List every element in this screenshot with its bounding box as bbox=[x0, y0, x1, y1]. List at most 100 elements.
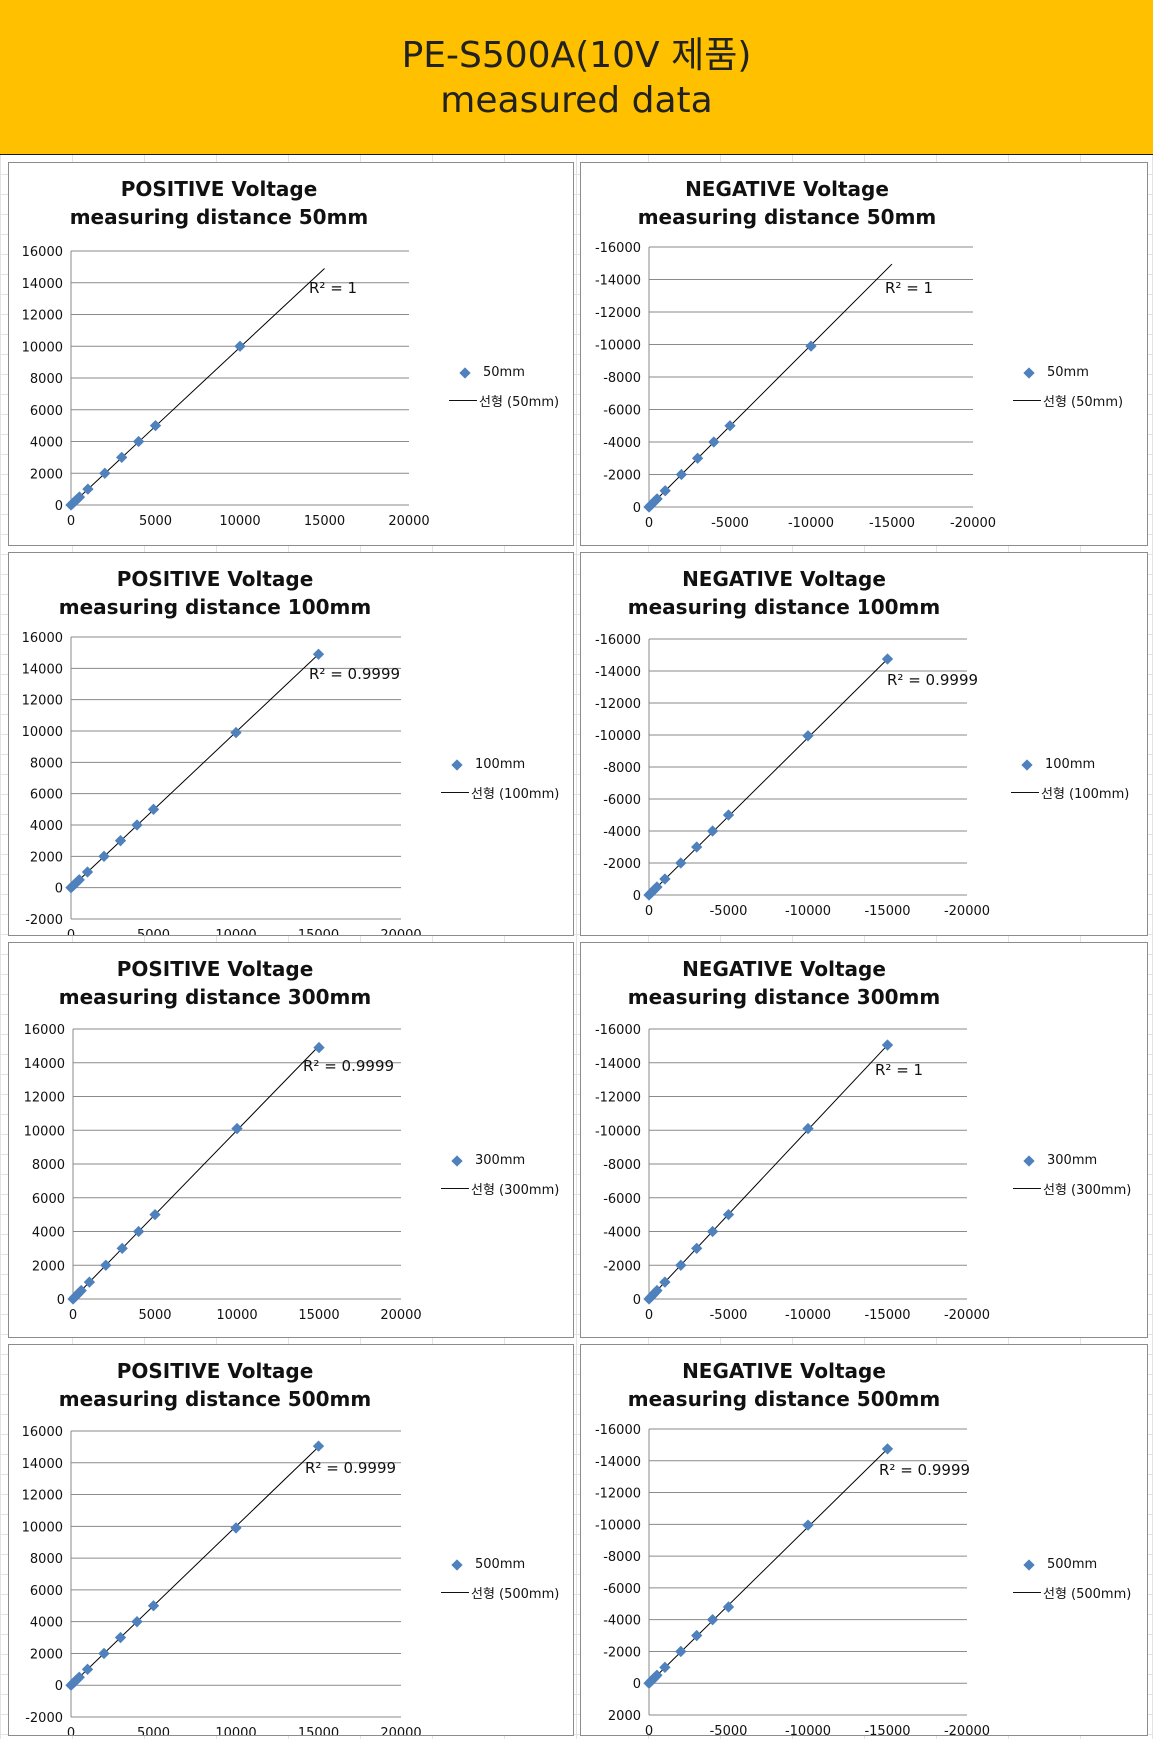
trendline bbox=[70, 653, 319, 889]
legend-trend: 선형 (300mm) bbox=[441, 1179, 565, 1198]
diamond-marker-icon bbox=[451, 1559, 463, 1571]
data-point bbox=[722, 809, 735, 821]
x-tick-label: 0 bbox=[645, 904, 653, 919]
chart-title-line2: measuring distance 50mm bbox=[69, 205, 369, 229]
chart-panel-6[interactable]: NEGATIVE Voltage measuring distance 300mm… bbox=[580, 942, 1148, 1338]
data-point bbox=[230, 1522, 242, 1534]
x-tick-label: -20000 bbox=[944, 1724, 990, 1735]
y-tick-label: 8000 bbox=[32, 1158, 65, 1173]
chart-title: NEGATIVE Voltage measuring distance 500mm bbox=[581, 1357, 987, 1413]
r-squared-label: R² = 0.9999 bbox=[879, 1461, 970, 1479]
y-tick-label: -10000 bbox=[595, 1518, 641, 1533]
y-tick-label: -4000 bbox=[603, 1614, 641, 1629]
chart-legend: 50mm 선형 (50mm) bbox=[449, 365, 573, 410]
chart-title-line2: measuring distance 300mm bbox=[627, 985, 941, 1009]
y-tick-label: -12000 bbox=[595, 1091, 641, 1106]
x-tick-label: 0 bbox=[67, 514, 75, 529]
line-swatch-icon bbox=[1013, 1592, 1041, 1593]
chart-panel-4[interactable]: NEGATIVE Voltage measuring distance 100mm… bbox=[580, 552, 1148, 936]
y-tick-label: 16000 bbox=[22, 1425, 63, 1440]
y-tick-label: -6000 bbox=[603, 1192, 641, 1207]
legend-series-label: 300mm bbox=[475, 1153, 526, 1168]
y-tick-label: -14000 bbox=[595, 665, 641, 680]
legend-series: 300mm bbox=[441, 1153, 561, 1171]
scatter-plot: 0 2000 4000 6000 8000 10000 12000 14000 16000 0 50… bbox=[22, 245, 430, 529]
y-tick-label: 10000 bbox=[22, 340, 63, 355]
data-point bbox=[651, 1284, 663, 1297]
y-tick-label: -14000 bbox=[595, 1057, 641, 1072]
x-tick-label: -10000 bbox=[785, 1308, 831, 1323]
y-tick-label: 12000 bbox=[24, 1091, 65, 1106]
data-point bbox=[132, 435, 145, 448]
header-subtitle: measured data bbox=[440, 80, 713, 121]
data-point bbox=[706, 825, 719, 837]
x-tick-label: 20000 bbox=[380, 1308, 421, 1323]
y-tick-label: 14000 bbox=[22, 662, 63, 677]
x-tick-label: 15000 bbox=[298, 928, 339, 935]
y-tick-label: -8000 bbox=[603, 761, 641, 776]
scatter-plot: -2000 0 2000 4000 6000 8000 10000 12000 14000 160… bbox=[22, 1425, 422, 1735]
legend-trend-label: 선형 (50mm) bbox=[1043, 395, 1124, 410]
chart-panel-7[interactable]: POSITIVE Voltage measuring distance 500mm… bbox=[8, 1344, 574, 1736]
legend-trend-label: 선형 (100mm) bbox=[1041, 787, 1130, 802]
line-swatch-icon bbox=[441, 1188, 469, 1189]
y-tick-label: 10000 bbox=[22, 1520, 63, 1535]
legend-trend: 선형 (100mm) bbox=[441, 783, 565, 802]
y-tick-label: 14000 bbox=[22, 277, 63, 292]
data-point bbox=[114, 1631, 127, 1644]
chart-title: NEGATIVE Voltage measuring distance 50mm bbox=[581, 175, 993, 231]
data-point bbox=[805, 340, 817, 352]
legend-series: 500mm bbox=[1013, 1557, 1133, 1575]
y-tick-label: 16000 bbox=[22, 245, 63, 260]
y-tick-label: -8000 bbox=[603, 1158, 641, 1173]
data-point bbox=[149, 419, 162, 432]
legend-series-label: 50mm bbox=[1047, 365, 1089, 380]
data-point bbox=[98, 1647, 110, 1660]
x-tick-label: -10000 bbox=[788, 516, 834, 531]
scatter-plot: 0 2000 4000 6000 8000 10000 12000 14000 16000 0 50… bbox=[24, 1023, 422, 1323]
y-tick-label: 2000 bbox=[30, 850, 63, 865]
chart-legend: 100mm 선형 (100mm) bbox=[441, 757, 565, 802]
y-tick-label: -2000 bbox=[603, 469, 641, 484]
y-tick-label: 4000 bbox=[30, 436, 63, 451]
data-point bbox=[802, 1519, 814, 1531]
trendline bbox=[648, 263, 893, 508]
y-tick-label: -4000 bbox=[603, 436, 641, 451]
chart-title-line2: measuring distance 100mm bbox=[58, 595, 372, 619]
x-tick-label: 15000 bbox=[304, 514, 345, 529]
legend-trend-label: 선형 (500mm) bbox=[1043, 1587, 1132, 1602]
y-tick-label: 2000 bbox=[30, 1647, 63, 1662]
y-tick-label: 16000 bbox=[22, 631, 63, 646]
r-squared-label: R² = 1 bbox=[885, 279, 933, 297]
diamond-marker-icon bbox=[459, 367, 471, 379]
y-tick-label: -2000 bbox=[603, 857, 641, 872]
scatter-plot: 0 -2000 -4000 -6000 -8000 -10000 -12000 -14000 -… bbox=[595, 1023, 990, 1323]
chart-panel-2[interactable]: NEGATIVE Voltage measuring distance 50mm 0… bbox=[580, 162, 1148, 546]
legend-trend: 선형 (50mm) bbox=[449, 391, 573, 410]
legend-series-label: 100mm bbox=[1045, 757, 1096, 772]
chart-panel-8[interactable]: NEGATIVE Voltage measuring distance 500mm… bbox=[580, 1344, 1148, 1736]
y-tick-label: 14000 bbox=[22, 1457, 63, 1472]
line-swatch-icon bbox=[1011, 792, 1039, 793]
y-tick-label: -12000 bbox=[595, 1487, 641, 1502]
data-point bbox=[722, 1208, 735, 1221]
x-tick-label: 5000 bbox=[137, 928, 170, 935]
y-tick-label: 6000 bbox=[30, 788, 63, 803]
chart-panel-1[interactable]: POSITIVE Voltage measuring distance 50mm 0… bbox=[8, 162, 574, 546]
legend-trend: 선형 (100mm) bbox=[1011, 783, 1135, 802]
chart-title-line1: NEGATIVE Voltage bbox=[682, 1359, 886, 1383]
r-squared-label: R² = 0.9999 bbox=[887, 671, 978, 689]
legend-series: 300mm bbox=[1013, 1153, 1133, 1171]
chart-panel-3[interactable]: POSITIVE Voltage measuring distance 100mm… bbox=[8, 552, 574, 936]
chart-title-line2: measuring distance 50mm bbox=[637, 205, 937, 229]
legend-trend: 선형 (300mm) bbox=[1013, 1179, 1137, 1198]
chart-panel-5[interactable]: POSITIVE Voltage measuring distance 300mm… bbox=[8, 942, 574, 1338]
data-point bbox=[149, 1208, 161, 1221]
trendline bbox=[648, 658, 888, 896]
trendline bbox=[70, 1446, 319, 1686]
y-tick-label: -10000 bbox=[595, 339, 641, 354]
y-tick-label: 10000 bbox=[22, 725, 63, 740]
y-tick-label: -2000 bbox=[25, 913, 63, 928]
data-point bbox=[114, 835, 127, 847]
trendline bbox=[648, 1044, 888, 1300]
